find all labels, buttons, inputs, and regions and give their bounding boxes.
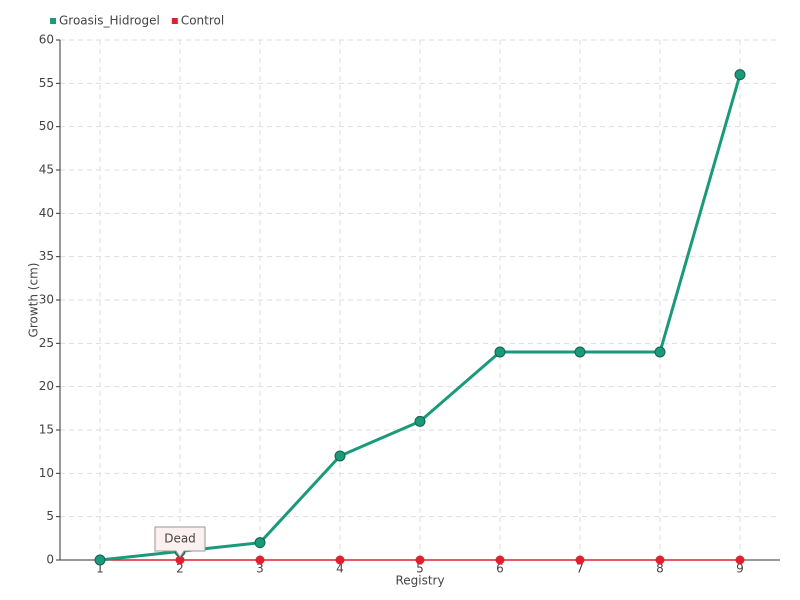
y-tick-label: 25 xyxy=(39,336,54,350)
x-tick-label: 2 xyxy=(176,562,184,576)
y-axis-label: Growth (cm) xyxy=(27,263,41,338)
data-point xyxy=(655,555,665,565)
data-point xyxy=(575,555,585,565)
y-tick-label: 5 xyxy=(46,509,54,523)
data-point xyxy=(734,69,746,81)
data-point xyxy=(335,555,345,565)
data-point xyxy=(415,555,425,565)
data-point xyxy=(574,346,586,358)
legend-label: Control xyxy=(181,14,224,28)
y-tick-label: 15 xyxy=(39,423,54,437)
y-tick-label: 50 xyxy=(39,119,54,133)
x-tick-label: 3 xyxy=(256,562,264,576)
data-point xyxy=(654,346,666,358)
y-tick-label: 60 xyxy=(39,33,54,47)
y-tick-label: 20 xyxy=(39,379,54,393)
y-tick-label: 10 xyxy=(39,466,54,480)
series-line xyxy=(99,74,742,562)
data-point xyxy=(414,415,426,427)
data-point xyxy=(495,555,505,565)
data-point xyxy=(254,537,266,549)
x-tick-label: 6 xyxy=(496,562,504,576)
y-tick-label: 35 xyxy=(39,249,54,263)
data-point xyxy=(94,554,106,566)
x-tick-label: 8 xyxy=(656,562,664,576)
annotation-box xyxy=(154,526,206,558)
data-point xyxy=(494,346,506,358)
y-tick-label: 55 xyxy=(39,76,54,90)
y-tick-label: 45 xyxy=(39,163,54,177)
x-tick-label: 7 xyxy=(576,562,584,576)
y-tick-label: 30 xyxy=(39,293,54,307)
y-tick-label: 40 xyxy=(39,206,54,220)
legend-swatch xyxy=(171,18,178,24)
data-point xyxy=(735,555,745,565)
data-point xyxy=(255,555,265,565)
y-tick-label: 0 xyxy=(46,553,54,567)
legend-label: Groasis_Hidrogel xyxy=(59,14,160,28)
x-tick-label: 5 xyxy=(416,562,424,576)
x-tick-label: 4 xyxy=(336,562,344,576)
legend-swatch xyxy=(50,18,56,24)
x-tick-label: 1 xyxy=(96,562,104,576)
data-point xyxy=(334,450,346,462)
x-tick-label: 9 xyxy=(736,562,744,576)
annotation-label: Dead xyxy=(164,532,196,546)
x-axis-label: Registry xyxy=(395,574,444,588)
